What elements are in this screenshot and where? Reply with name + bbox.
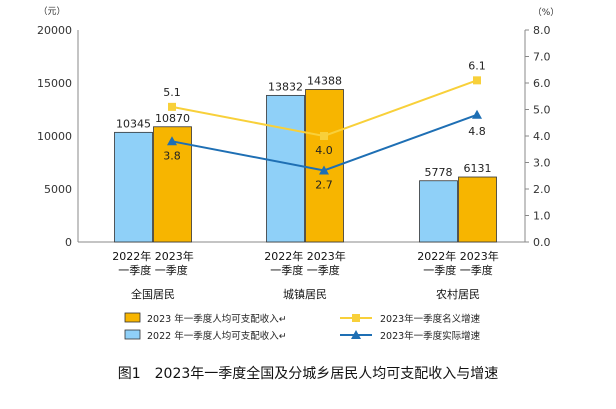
y-right-tick-label: 2.0 [533,183,551,196]
series-point [320,132,328,140]
category-quarter-label: 一季度 一季度 [423,263,493,277]
legend-marker [351,330,361,339]
series-point [472,109,482,119]
y-right-tick-label: 3.0 [533,157,551,170]
y-left-tick-label: 20000 [37,24,72,37]
legend: 2023 年一季度人均可支配收入↵ 2022 年一季度人均可支配收入↵ 2023年一… [124,312,481,342]
y-right-tick-label: 8.0 [533,24,551,37]
legend-label: 2022 年一季度人均可支配收入↵ [147,330,287,342]
legend-marker [352,314,360,322]
series-point [319,165,329,175]
y-right-tick-label: 4.0 [533,130,551,143]
legend-label: 2023 年一季度人均可支配收入↵ [147,313,287,325]
legend-swatch [124,329,141,340]
legend-label: 2023年一季度名义增速 [380,313,481,325]
bar-value-label: 6131 [464,162,492,175]
legend-label: 2023年一季度实际增速 [380,330,481,342]
bar [419,180,458,243]
y-right-tick-label: 7.0 [533,51,551,64]
left-axis-unit: （元） [38,6,65,17]
category-quarter-label: 一季度 一季度 [118,263,188,277]
y-right-tick-label: 5.0 [533,104,551,117]
bar-value-label: 10870 [155,112,190,125]
category-year-label: 2022年 2023年 [264,249,346,263]
legend-swatch [124,312,141,323]
line-value-label: 4.0 [315,144,333,157]
bar [114,131,153,243]
bar-value-label: 13832 [268,80,303,93]
y-left-tick-label: 10000 [37,130,72,143]
right-axis-unit: （%） [533,7,560,18]
bar-value-label: 10345 [116,117,151,130]
line-value-label: 5.1 [163,86,181,99]
y-left-tick-label: 5000 [44,183,72,196]
series-point [168,102,176,111]
bar [266,94,305,243]
lines-layer [167,76,482,175]
chart-title: 图1 2023年一季度全国及分城乡居民人均可支配收入与增速 [118,365,499,382]
category-year-label: 2022年 2023年 [112,249,194,263]
bars-layer [114,89,497,243]
y-right-tick-label: 0.0 [533,236,551,249]
category-quarter-label: 一季度 一季度 [270,263,340,277]
bar [153,126,192,243]
series-point [167,136,177,146]
line-value-label: 3.8 [163,149,181,162]
labels-layer: 10345 13832 5778 10870 14388 6131 5.1 4.0 6.1 3.8… [116,59,492,191]
bar-value-label: 5778 [425,166,453,179]
y-right-tick-label: 1.0 [533,210,551,223]
y-left-tick-label: 0 [65,236,72,249]
line-value-label: 2.7 [315,178,333,191]
category-name-label: 城镇居民 [283,287,327,301]
y-left-tick-label: 15000 [37,77,72,90]
category-name-label: 农村居民 [436,287,480,301]
axes-layer: 0 5000 10000 15000 20000 0.0 1.0 2.0 3.0 4.0 5.0 6.… [37,6,559,301]
line-value-label: 4.8 [468,125,486,138]
bar [458,176,497,243]
y-right-tick-label: 6.0 [533,77,551,90]
category-name-label: 全国居民 [131,287,175,301]
bar-value-label: 14388 [307,74,342,87]
category-year-label: 2022年 2023年 [417,249,499,263]
series-point [473,76,481,85]
line-value-label: 6.1 [468,59,486,72]
